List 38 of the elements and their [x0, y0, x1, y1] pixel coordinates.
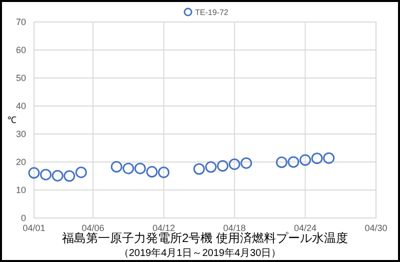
x-tick-label: 04/24: [294, 223, 317, 233]
point: [193, 163, 205, 175]
y-tick-label: 0: [20, 213, 26, 223]
point: [64, 170, 76, 182]
y-tick-label: 30: [16, 129, 26, 139]
point: [158, 166, 170, 178]
x-tick-label: 04/12: [152, 223, 175, 233]
point: [205, 161, 217, 173]
point: [311, 152, 323, 164]
x-tick-label: 04/01: [22, 223, 46, 233]
y-tick-label: 50: [16, 73, 26, 83]
point: [323, 152, 335, 164]
x-tick-label: 04/18: [223, 223, 246, 233]
point: [52, 170, 64, 182]
point: [288, 156, 300, 168]
y-tick-label: 40: [16, 101, 26, 111]
point: [299, 154, 311, 166]
point: [240, 157, 252, 169]
y-tick-label: 70: [16, 17, 26, 27]
point: [216, 160, 228, 172]
legend-label: TE-19-72: [195, 8, 229, 17]
y-tick-label: 10: [16, 185, 26, 195]
x-tick-label: 04/06: [82, 223, 104, 233]
point: [110, 161, 122, 173]
y-tick-label: 60: [16, 45, 26, 55]
text: 福島第一原子力発電所2号機 使用済燃料プール水温度: [62, 231, 348, 245]
point: [228, 158, 240, 170]
point: [40, 168, 52, 180]
x-tick-label: 04/30: [364, 223, 388, 233]
point: [28, 167, 40, 179]
point: [122, 162, 134, 174]
point: [146, 166, 158, 178]
point: [75, 166, 87, 178]
point: [134, 162, 146, 174]
y-tick-label: 20: [16, 157, 26, 167]
y-axis-title: ℃: [8, 115, 16, 125]
point: [276, 156, 288, 168]
text: （2019年4月1日～2019年4月30日）: [118, 247, 282, 259]
